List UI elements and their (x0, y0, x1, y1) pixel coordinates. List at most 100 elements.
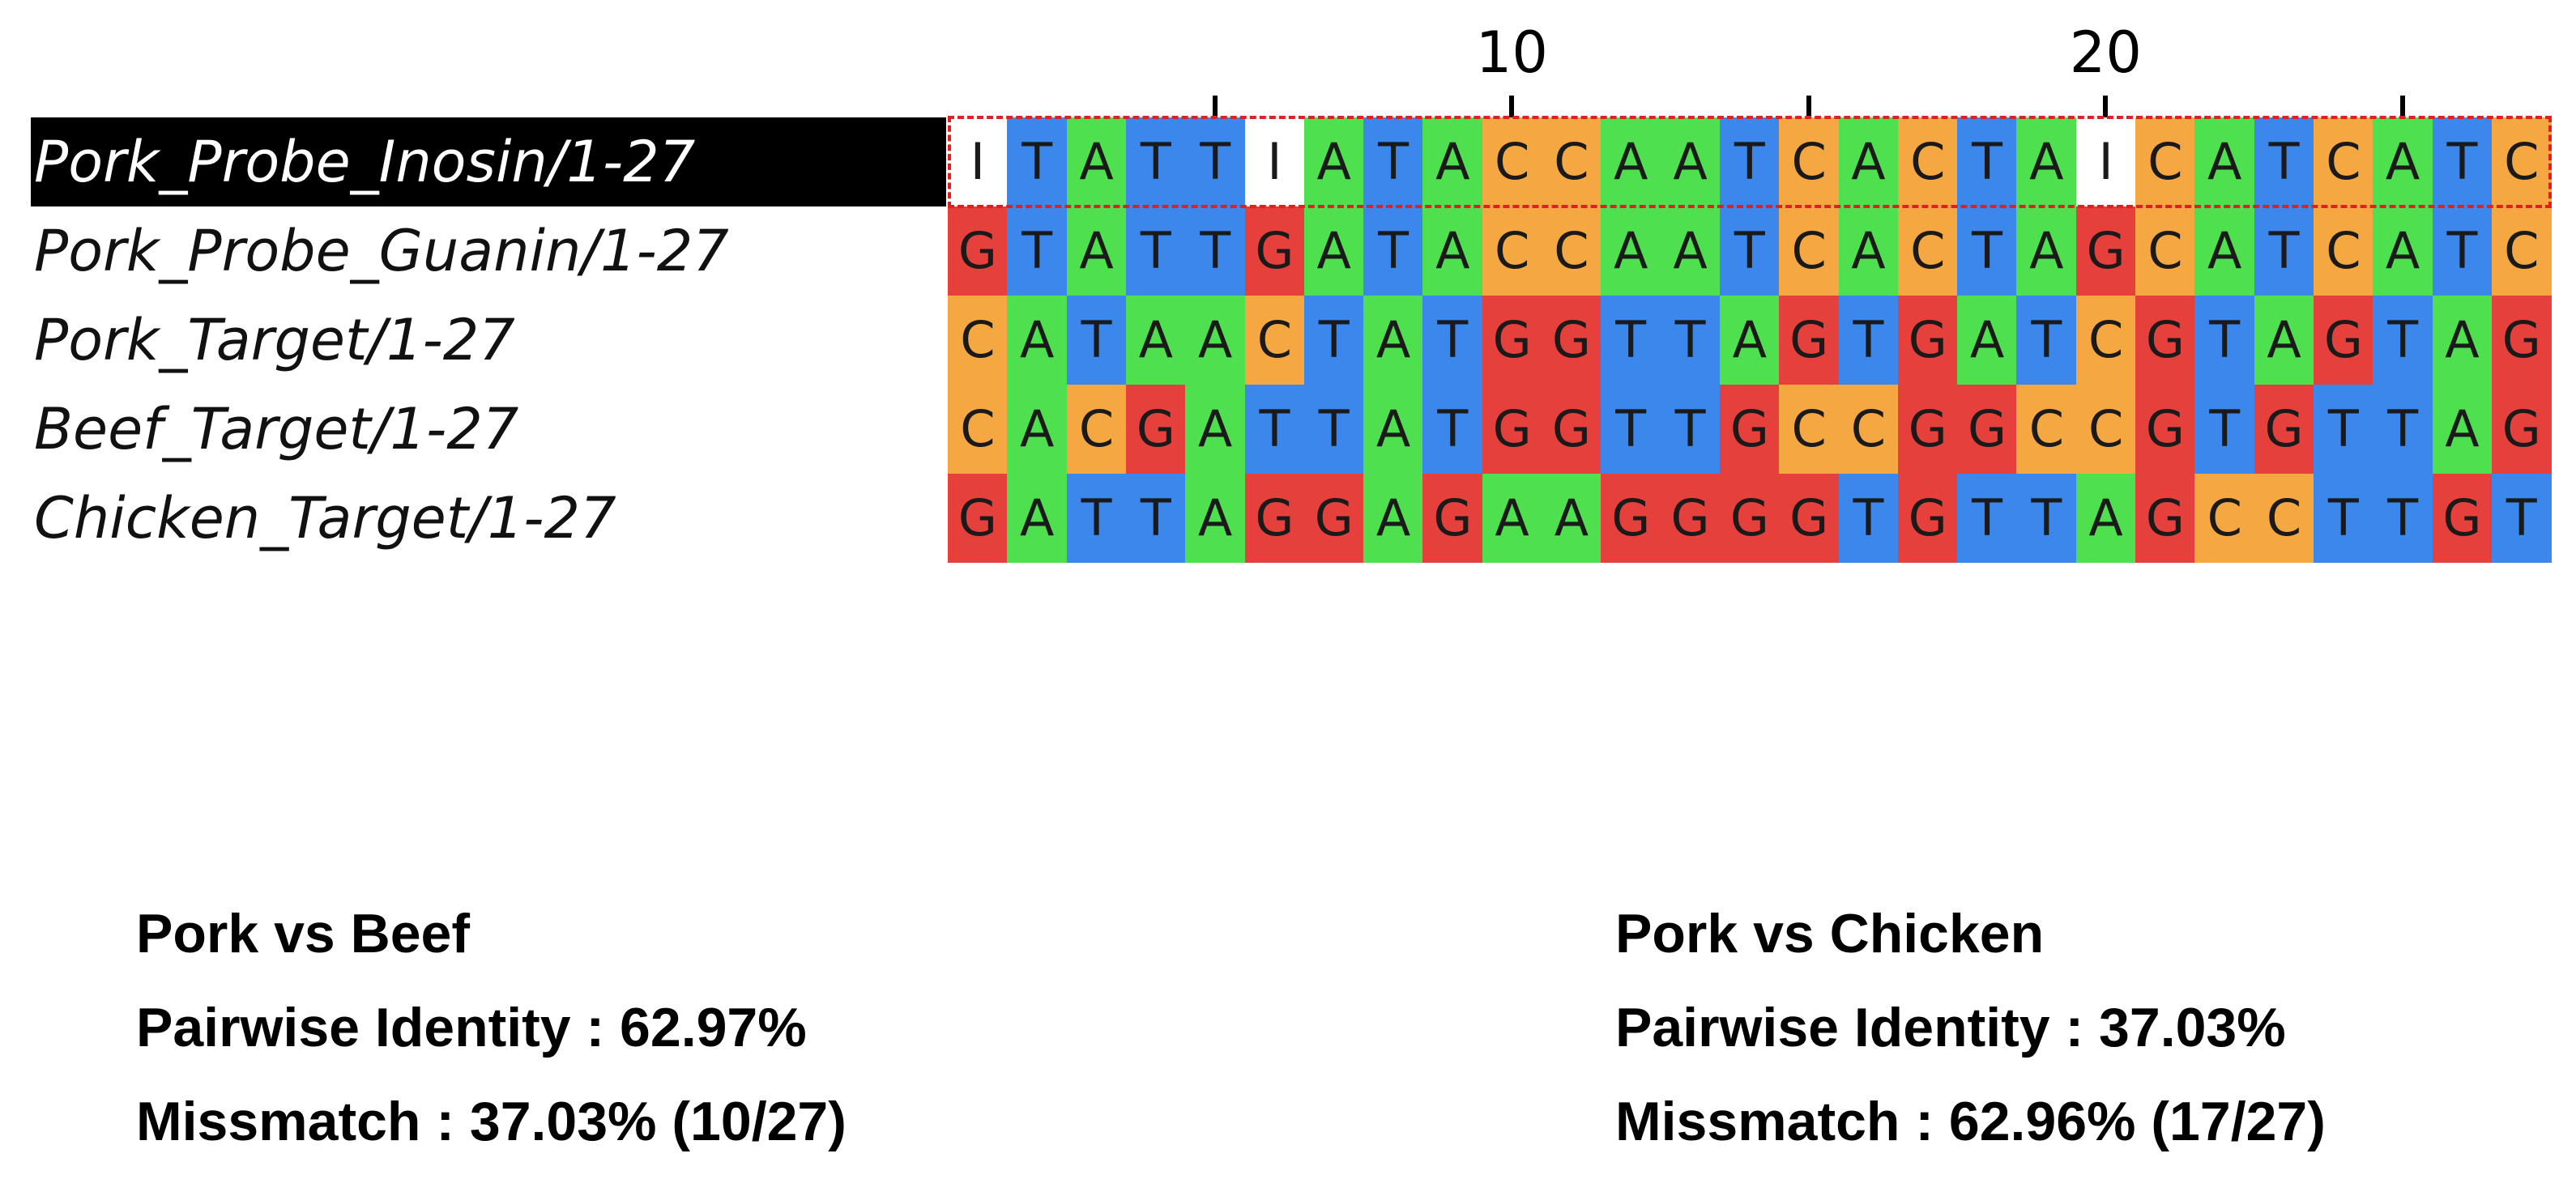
residue-cell: G (1422, 474, 1483, 563)
residue-cell: T (2313, 385, 2373, 474)
residue-cell: A (2194, 117, 2255, 206)
pork-vs-beef-stats: Pork vs Beef Pairwise Identity : 62.97% … (136, 887, 847, 1168)
sequence-name[interactable]: Pork_Probe_Inosin/1-27 (31, 117, 946, 206)
residue-cell: T (1244, 385, 1305, 474)
residue-cell: T (1660, 296, 1721, 385)
residue-cell: T (1601, 385, 1661, 474)
residue-cell: G (1779, 296, 1840, 385)
residue-cell: C (1779, 117, 1840, 206)
pork-vs-chicken-stats: Pork vs Chicken Pairwise Identity : 37.0… (1615, 887, 2326, 1168)
residue-cell: T (1007, 117, 1068, 206)
residue-cell: C (2135, 117, 2195, 206)
residue-cell: G (2313, 296, 2373, 385)
residue-cell: T (2254, 117, 2314, 206)
residue-cell: T (1363, 117, 1423, 206)
residue-cell: G (2075, 206, 2136, 296)
residue-cell: G (1897, 385, 1958, 474)
residue-cell: C (2491, 206, 2552, 296)
residue-cell: I (1244, 117, 1305, 206)
pork-vs-beef-title: Pork vs Beef (136, 903, 470, 964)
sequence-name[interactable]: Chicken_Target/1-27 (34, 485, 616, 551)
residue-cell: T (1660, 385, 1721, 474)
residue-cell: T (1125, 117, 1186, 206)
residue-cell: T (1957, 117, 2017, 206)
residue-cell: C (1779, 206, 1840, 296)
residue-cell: G (1719, 474, 1780, 563)
pork-vs-beef-identity: Pairwise Identity : 62.97% (136, 997, 807, 1058)
residue-cell: T (1007, 206, 1068, 296)
sequence-name[interactable]: Pork_Target/1-27 (34, 307, 515, 373)
residue-cell: T (2194, 296, 2255, 385)
residue-cell: G (948, 474, 1008, 563)
residue-cell: C (1066, 385, 1127, 474)
residue-cell: C (2135, 206, 2195, 296)
residue-cell: T (1838, 474, 1899, 563)
residue-cell: T (1719, 117, 1780, 206)
ruler-tick (1509, 96, 1515, 118)
residue-cell: T (1125, 474, 1186, 563)
residue-cell: C (1897, 117, 1958, 206)
residue-cell: C (1482, 117, 1542, 206)
residue-cell: G (2491, 296, 2552, 385)
residue-cell: A (1007, 385, 1068, 474)
residue-cell: G (2491, 385, 2552, 474)
pork-vs-beef-mismatch: Missmatch : 37.03% (10/27) (136, 1091, 847, 1152)
residue-cell: A (2432, 385, 2493, 474)
residue-cell: G (948, 206, 1008, 296)
ruler-tick (1212, 96, 1218, 118)
residue-cell: C (1542, 117, 1601, 206)
residue-cell: T (2373, 474, 2433, 563)
residue-cell: A (2194, 206, 2255, 296)
residue-cell: C (2491, 117, 2552, 206)
residue-cell: A (2432, 296, 2493, 385)
residue-cell: I (948, 117, 1008, 206)
residue-cell: C (2313, 206, 2373, 296)
residue-cell: G (1542, 296, 1601, 385)
residue-cell: T (2432, 206, 2493, 296)
ruler-tick (1806, 96, 1811, 118)
residue-cell: A (1422, 117, 1483, 206)
residue-cell: T (2491, 474, 2552, 563)
residue-cell: A (1125, 296, 1186, 385)
residue-cell: C (2194, 474, 2255, 563)
residue-cell: T (2194, 385, 2255, 474)
residue-cell: A (1007, 296, 1068, 385)
residue-cell: T (1185, 206, 1246, 296)
residue-cell: A (2373, 117, 2433, 206)
residue-cell: C (2075, 385, 2136, 474)
residue-cell: A (1363, 474, 1423, 563)
residue-cell: A (1303, 117, 1364, 206)
residue-cell: C (948, 296, 1008, 385)
residue-cell: T (1185, 117, 1246, 206)
residue-cell: T (2373, 296, 2433, 385)
residue-cell: A (1838, 117, 1899, 206)
ruler-tick (2103, 96, 2109, 118)
residue-cell: A (1601, 206, 1661, 296)
residue-cell: G (1897, 474, 1958, 563)
residue-cell: C (2313, 117, 2373, 206)
ruler-label: 20 (2069, 19, 2142, 86)
residue-cell: T (1957, 206, 2017, 296)
residue-cell: T (1066, 474, 1127, 563)
pork-vs-chicken-identity: Pairwise Identity : 37.03% (1615, 997, 2286, 1058)
residue-cell: G (1660, 474, 1721, 563)
alignment-ruler: 10 20 (0, 0, 2576, 121)
residue-cell: A (1363, 296, 1423, 385)
residue-cell: C (1897, 206, 1958, 296)
pork-vs-chicken-mismatch: Missmatch : 62.96% (17/27) (1615, 1091, 2326, 1152)
residue-cell: A (2075, 474, 2136, 563)
ruler-label: 10 (1475, 19, 1548, 86)
residue-cell: G (1719, 385, 1780, 474)
residue-cell: A (2373, 206, 2433, 296)
residue-cell: C (2254, 474, 2314, 563)
sequence-name[interactable]: Pork_Probe_Guanin/1-27 (34, 218, 729, 284)
residue-cell: G (2254, 385, 2314, 474)
residue-cell: A (1957, 296, 2017, 385)
residue-cell: C (2016, 385, 2077, 474)
sequence-name[interactable]: Beef_Target/1-27 (34, 396, 519, 462)
residue-cell: T (2016, 296, 2077, 385)
residue-cell: G (1244, 474, 1305, 563)
residue-cell: G (1482, 385, 1542, 474)
residue-cell: T (1957, 474, 2017, 563)
